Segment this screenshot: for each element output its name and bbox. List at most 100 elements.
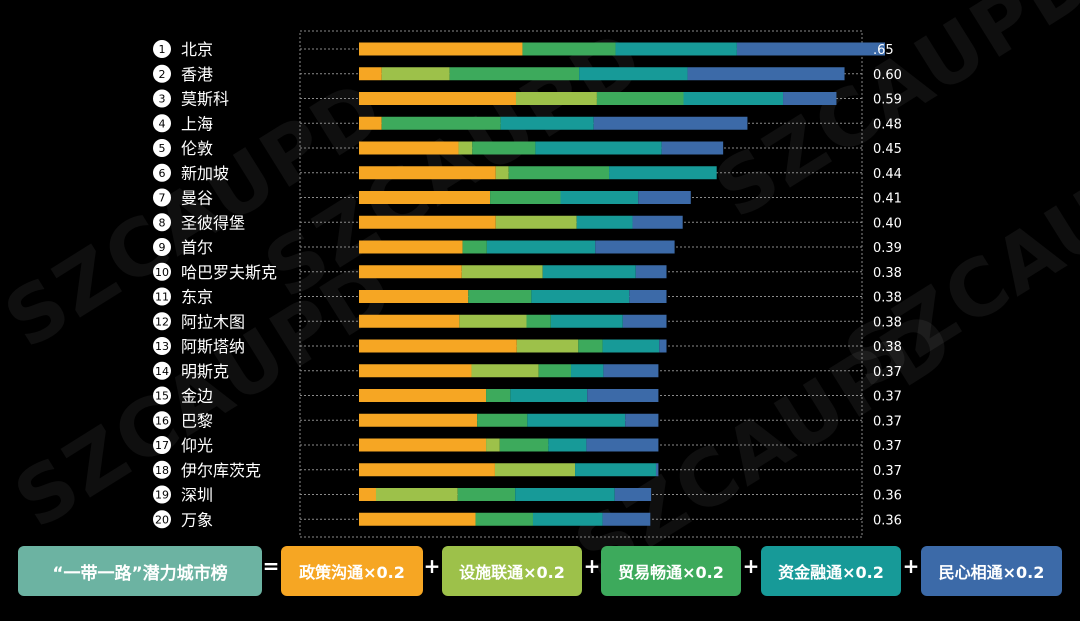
value-label: 0.37 [873, 390, 902, 405]
bar-segment-1 [359, 438, 487, 452]
bar-segment-3 [490, 191, 561, 204]
rank-number: 1 [159, 43, 166, 56]
bar-segment-3 [522, 42, 616, 56]
value-label: 0.37 [873, 464, 902, 479]
value-label: 0.38 [873, 315, 902, 330]
rank-number: 5 [159, 142, 166, 155]
city-label: 仰光 [181, 436, 213, 455]
value-label: 0.36 [873, 513, 902, 528]
plus-sign: + [742, 554, 760, 578]
bar-segment-1 [359, 339, 517, 353]
bar-segment-1 [359, 389, 487, 402]
rank-badge [153, 287, 171, 306]
bar-segment-1 [359, 413, 478, 427]
value-label: 0.37 [873, 365, 902, 380]
bar-segment-2 [381, 67, 450, 81]
city-label: 圣彼得堡 [181, 213, 245, 232]
rank-number: 12 [155, 315, 169, 328]
bar-segment-5 [614, 488, 652, 501]
bar-segment-5 [586, 438, 659, 452]
rank-number: 3 [159, 93, 166, 106]
bar-segment-3 [381, 116, 501, 130]
bar-segment-3 [449, 67, 580, 81]
rank-number: 17 [155, 439, 169, 452]
bar-segment-2 [458, 141, 473, 155]
bar-segment-4 [609, 166, 717, 180]
bar-segment-4 [515, 488, 615, 501]
bar-segment-5 [736, 42, 885, 56]
rank-badge [153, 312, 171, 331]
bar-segment-5 [635, 265, 667, 279]
city-label: 曼谷 [181, 189, 213, 208]
city-label: 明斯克 [181, 362, 229, 381]
rank-badge [153, 40, 171, 58]
city-label: 东京 [181, 288, 213, 307]
bar-segment-5 [602, 512, 651, 526]
rank-number: 13 [155, 340, 169, 353]
formula-term-people: 民心相通×0.2 [921, 546, 1062, 596]
plus-sign: + [583, 554, 601, 578]
bar-segment-3 [596, 92, 684, 105]
bar-segment-1 [359, 463, 495, 477]
formula-term-policy: 政策沟通×0.2 [281, 546, 423, 596]
bar-segment-2 [486, 438, 500, 452]
plus-sign: + [902, 554, 920, 578]
bar-segment-3 [486, 389, 511, 402]
rank-badge [153, 262, 171, 281]
bar-segment-4 [575, 463, 656, 477]
bar-segment-2 [494, 463, 576, 477]
rank-badge [153, 361, 171, 380]
bar-segment-5 [659, 339, 667, 353]
bar-segment-2 [461, 265, 543, 279]
city-label: 香港 [181, 65, 213, 84]
bar-segment-4 [576, 215, 633, 229]
bar-segment-1 [359, 314, 460, 328]
bar-segment-3 [457, 488, 516, 501]
bar-segment-1 [359, 512, 476, 526]
rank-number: 6 [159, 167, 166, 180]
rank-badge [153, 188, 171, 207]
bar-segment-1 [359, 42, 523, 56]
value-label: 0.38 [873, 266, 902, 281]
bar-segment-1 [359, 191, 491, 204]
city-label: 深圳 [181, 486, 213, 505]
value-label: 0.38 [873, 340, 902, 355]
bar-segment-3 [472, 141, 536, 155]
rank-number: 15 [155, 390, 169, 403]
bar-segment-3 [526, 314, 551, 328]
value-label: 0.38 [873, 291, 902, 306]
bar-segment-1 [359, 141, 459, 155]
rank-number: 7 [159, 192, 166, 205]
bar-segment-1 [359, 166, 496, 180]
rank-number: 10 [155, 266, 169, 279]
rank-number: 14 [155, 365, 169, 378]
value-label: 0.37 [873, 414, 902, 429]
value-label: .65 [873, 43, 894, 58]
bar-segment-3 [578, 339, 603, 353]
bar-segment-5 [783, 92, 837, 105]
bar-segment-5 [593, 116, 748, 130]
formula-term-trade: 贸易畅通×0.2 [601, 546, 741, 596]
bar-segment-1 [359, 265, 462, 279]
rank-number: 18 [155, 464, 169, 477]
bar-segment-4 [542, 265, 636, 279]
value-label: 0.37 [873, 439, 902, 454]
bar-segment-5 [632, 215, 683, 229]
bar-segment-5 [638, 191, 691, 204]
bar-segment-4 [527, 413, 626, 427]
bar-segment-4 [548, 438, 587, 452]
bar-segment-3 [508, 166, 610, 180]
rank-badge [153, 460, 171, 479]
bar-segment-2 [495, 215, 577, 229]
rank-badge [153, 238, 171, 256]
bar-segment-3 [499, 438, 549, 452]
bar-segment-4 [486, 240, 596, 254]
bar-segment-1 [359, 488, 376, 501]
bar-segment-1 [359, 240, 463, 254]
bar-segment-5 [587, 389, 659, 402]
rank-number: 11 [155, 291, 169, 304]
bar-segment-4 [532, 512, 603, 526]
bar-segment-3 [475, 512, 533, 526]
value-label: 0.39 [873, 241, 902, 256]
